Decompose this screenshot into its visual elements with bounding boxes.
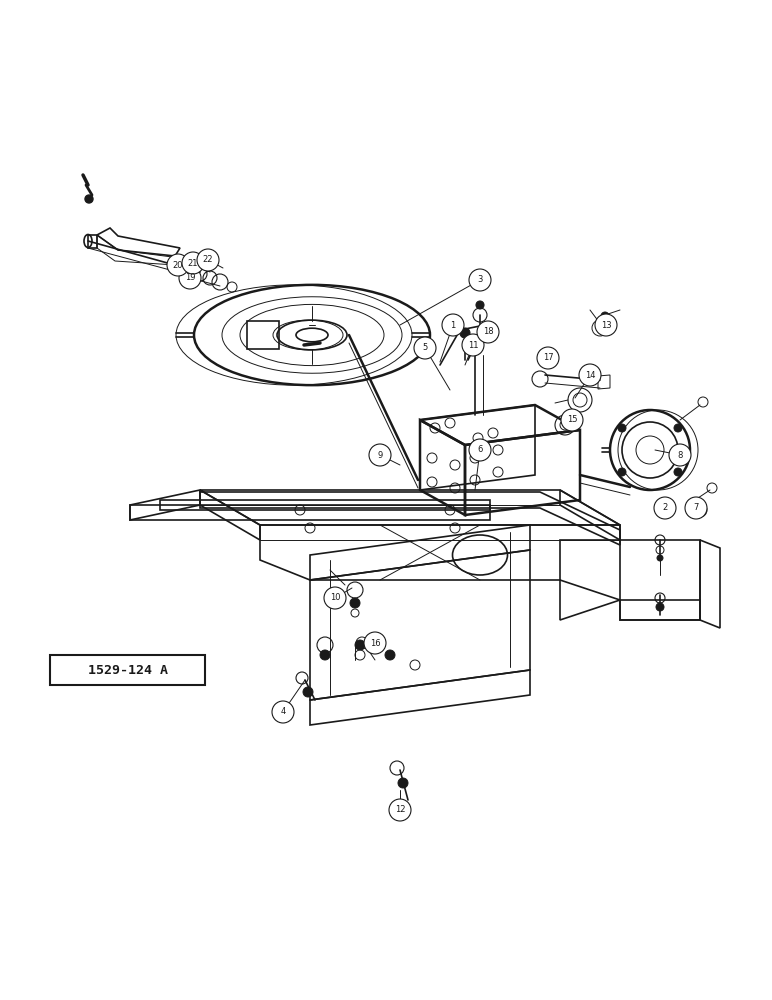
Circle shape (601, 312, 609, 320)
Circle shape (537, 347, 559, 369)
Circle shape (674, 468, 682, 476)
Text: 3: 3 (477, 275, 482, 284)
Text: 9: 9 (378, 450, 383, 460)
Text: 16: 16 (370, 639, 381, 648)
Circle shape (618, 468, 626, 476)
Circle shape (369, 444, 391, 466)
Circle shape (272, 701, 294, 723)
Text: 7: 7 (693, 504, 699, 512)
Circle shape (618, 424, 626, 432)
Text: 8: 8 (677, 450, 682, 460)
Circle shape (414, 337, 436, 359)
Circle shape (85, 195, 93, 203)
Circle shape (167, 254, 189, 276)
Text: 20: 20 (173, 260, 183, 269)
Circle shape (469, 269, 491, 291)
Circle shape (654, 497, 676, 519)
Text: 11: 11 (468, 340, 478, 350)
Circle shape (182, 252, 204, 274)
FancyBboxPatch shape (50, 655, 205, 685)
Circle shape (656, 603, 664, 611)
Circle shape (389, 799, 411, 821)
Text: 10: 10 (330, 593, 340, 602)
Text: 19: 19 (185, 273, 195, 282)
Circle shape (685, 497, 707, 519)
Circle shape (657, 555, 663, 561)
Circle shape (561, 409, 583, 431)
Text: 1529-124 A: 1529-124 A (87, 664, 168, 676)
Text: 1: 1 (450, 320, 455, 330)
Circle shape (398, 778, 408, 788)
Circle shape (579, 364, 601, 386)
Text: 22: 22 (203, 255, 213, 264)
Circle shape (303, 687, 313, 697)
Circle shape (442, 314, 464, 336)
Circle shape (179, 267, 201, 289)
Circle shape (385, 650, 395, 660)
Circle shape (462, 334, 484, 356)
Text: 21: 21 (188, 258, 198, 267)
Circle shape (355, 640, 365, 650)
Text: 4: 4 (280, 708, 286, 716)
Circle shape (476, 301, 484, 309)
Circle shape (350, 598, 360, 608)
Circle shape (477, 321, 499, 343)
Circle shape (320, 650, 330, 660)
Circle shape (324, 587, 346, 609)
Text: 17: 17 (543, 354, 554, 362)
Circle shape (674, 424, 682, 432)
Circle shape (595, 314, 617, 336)
Text: 12: 12 (394, 806, 405, 814)
Text: 15: 15 (567, 416, 577, 424)
Text: 6: 6 (477, 446, 482, 454)
Text: 2: 2 (662, 504, 668, 512)
Circle shape (197, 249, 219, 271)
Circle shape (469, 439, 491, 461)
Text: 5: 5 (422, 344, 428, 353)
Text: 18: 18 (482, 328, 493, 336)
Circle shape (669, 444, 691, 466)
Text: 13: 13 (601, 320, 611, 330)
Circle shape (364, 632, 386, 654)
Circle shape (460, 328, 470, 338)
Text: 14: 14 (584, 370, 595, 379)
